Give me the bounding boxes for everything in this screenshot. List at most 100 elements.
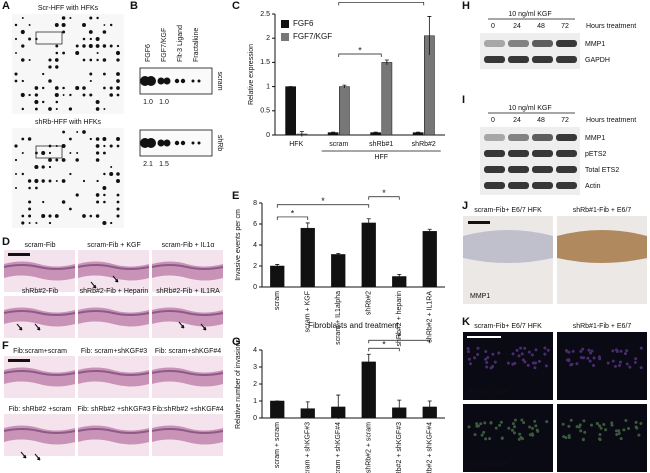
spot: [102, 220, 107, 226]
nucleus: [491, 352, 495, 356]
tissue: [151, 428, 224, 434]
nucleus: [497, 351, 501, 355]
spot: [48, 79, 52, 83]
nucleus: [611, 349, 615, 353]
nucleus: [604, 428, 608, 432]
x-tick-label: scram: [274, 291, 281, 310]
nucleus: [639, 366, 643, 370]
caption: shRb#1-Fib + E6/7: [573, 323, 632, 330]
error-bar: [427, 228, 432, 234]
nucleus: [619, 349, 623, 353]
spot: [116, 207, 120, 211]
error-bar: [305, 401, 310, 416]
spot: [15, 52, 17, 54]
time-label: Hours treatment: [586, 117, 636, 124]
nucleus: [476, 353, 480, 357]
spot: [103, 193, 106, 197]
spot: [103, 200, 106, 204]
tissue: [151, 310, 224, 316]
caption: shRb#1-Fib + E6/7: [573, 207, 632, 214]
spot: [61, 158, 66, 162]
spot: [95, 193, 100, 197]
tissue: [4, 367, 75, 387]
timepoint: 72: [561, 23, 569, 30]
arrow: [200, 323, 207, 331]
spot: [95, 151, 100, 155]
y-axis-label: Relative number of invasions: [235, 339, 242, 429]
nucleus: [479, 422, 483, 426]
tissue: [78, 307, 149, 327]
nucleus: [483, 421, 487, 425]
significance-bracket: [276, 204, 370, 208]
spot: [20, 92, 25, 98]
tissue: [4, 425, 75, 445]
tissue: [152, 425, 223, 445]
spot: [115, 50, 121, 56]
spot: [54, 214, 59, 218]
spot: [34, 107, 38, 111]
significance-bracket: [368, 196, 400, 200]
nucleus: [590, 423, 594, 427]
nucleus: [618, 360, 622, 364]
spot: [28, 207, 32, 211]
spot: [55, 158, 59, 162]
y-tick-label: 2: [253, 263, 257, 270]
nucleus: [484, 350, 488, 354]
spot: [82, 37, 86, 41]
y-tick-label: 1: [253, 398, 257, 405]
nucleus: [610, 421, 614, 425]
image: [557, 332, 647, 400]
spot: [61, 16, 66, 20]
spot: [62, 51, 66, 55]
image: [463, 332, 553, 400]
spot: [34, 164, 39, 170]
legend-swatch: [281, 33, 289, 41]
image: [12, 128, 124, 228]
panel-label: C: [232, 0, 240, 12]
significance-label: *: [397, 332, 401, 342]
stain-label: ETS2: [468, 389, 486, 396]
caption: Fib:shRb#2 +shKGF#4: [152, 406, 224, 413]
x-tick-label: shRb#2 + heparin: [396, 291, 403, 347]
spot: [48, 151, 52, 155]
y-tick-label: 4: [253, 347, 257, 354]
error-bar: [299, 131, 304, 137]
time-label: Hours treatment: [586, 23, 636, 30]
error-bar: [366, 218, 371, 228]
band: [508, 166, 529, 173]
spot: [89, 214, 93, 218]
spot: [54, 58, 59, 62]
nucleus: [570, 362, 574, 366]
band: [556, 134, 577, 141]
band: [532, 56, 553, 63]
spot: [89, 37, 92, 41]
panel-label: B: [130, 0, 138, 12]
nucleus: [598, 438, 602, 442]
y-axis-label: Relative expression: [248, 44, 255, 105]
significance-bracket: [338, 2, 425, 6]
spot: [14, 158, 18, 162]
caption: shRb#2-Fib: [22, 288, 58, 295]
spot: [21, 221, 25, 225]
spot: [61, 179, 66, 183]
nucleus: [521, 437, 525, 441]
nucleus: [579, 429, 583, 433]
spot: [110, 166, 113, 168]
nucleus: [577, 425, 581, 429]
nucleus: [625, 362, 629, 366]
spot: [69, 152, 72, 154]
nucleus: [533, 419, 537, 423]
caption: Fib: scram+shKGF#4: [155, 348, 221, 355]
spot: [116, 193, 120, 197]
bar: [270, 265, 285, 288]
nucleus: [579, 356, 583, 360]
spot: [116, 86, 120, 90]
spot: [75, 193, 79, 197]
caption: Fib: shRb#2 +scram: [9, 406, 72, 413]
tissue: [152, 367, 223, 387]
spot: [48, 214, 52, 218]
nucleus: [567, 435, 571, 439]
nucleus: [575, 425, 579, 429]
spot: [95, 37, 100, 41]
caption: Fib: scram+shKGF#3: [81, 348, 147, 355]
